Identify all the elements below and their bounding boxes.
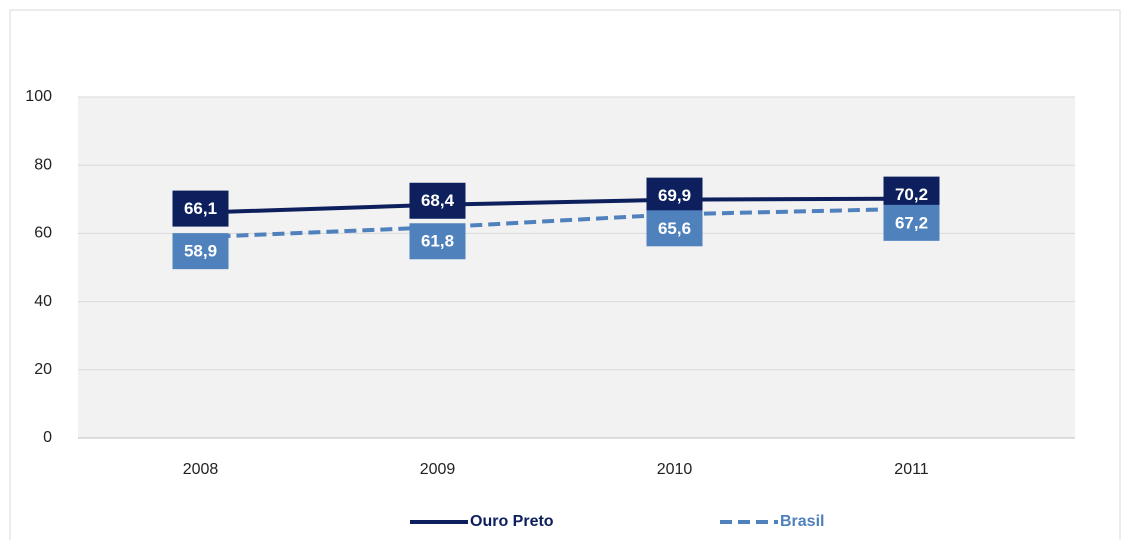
x-tick-label: 2008 <box>183 461 219 478</box>
x-tick-label: 2011 <box>894 461 929 478</box>
data-label: 69,9 <box>658 186 691 205</box>
data-label: 58,9 <box>184 242 217 261</box>
x-tick-label: 2009 <box>420 461 456 478</box>
y-tick-label: 60 <box>34 225 52 242</box>
y-tick-label: 100 <box>25 88 52 105</box>
data-label-box <box>646 210 703 247</box>
series-line <box>200 206 912 240</box>
data-label: 66,1 <box>184 199 217 218</box>
data-label: 65,6 <box>658 219 691 238</box>
data-label: 70,2 <box>895 185 928 204</box>
data-label-box <box>646 177 703 214</box>
y-tick-label: 20 <box>34 361 52 378</box>
legend-label: Brasil <box>780 513 824 530</box>
series-line <box>200 196 912 215</box>
x-tick-label: 2010 <box>657 461 693 478</box>
plot-area <box>78 97 1075 438</box>
data-label-box <box>883 204 940 241</box>
data-label: 61,8 <box>421 232 454 251</box>
data-label-box <box>172 190 229 227</box>
data-label-box <box>409 182 466 219</box>
data-label: 68,4 <box>421 191 455 210</box>
y-tick-label: 40 <box>34 293 52 310</box>
data-label-box <box>409 223 466 260</box>
data-label-box <box>172 233 229 270</box>
legend-label: Ouro Preto <box>470 513 554 530</box>
data-label: 67,2 <box>895 213 928 232</box>
y-tick-label: 80 <box>34 156 52 173</box>
y-tick-label: 0 <box>43 429 52 446</box>
